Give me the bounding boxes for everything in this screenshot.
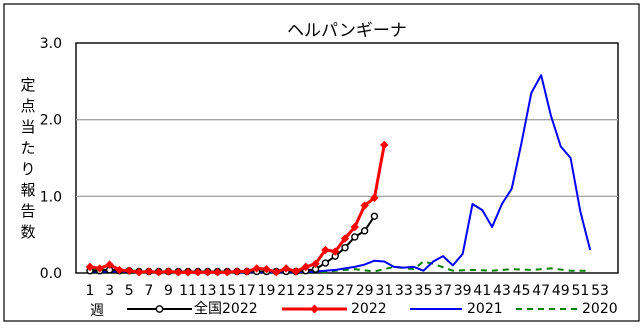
data-point-national-2022 (370, 212, 379, 220)
x-tick-label: 51 (571, 283, 589, 299)
x-tick-label: 13 (199, 283, 217, 299)
data-point-2022 (301, 262, 310, 272)
x-tick-label: 33 (395, 283, 413, 299)
data-point-2022 (242, 267, 252, 276)
x-axis-label: 週 (90, 303, 104, 319)
x-tick-labels: 1 3 5 7 9 11 13 15 17 19 21 23 25 27 29 31 33 35 37 39 41 43 4… (86, 283, 609, 299)
y-axis-label-char: 告 (20, 202, 35, 220)
plot-area (75, 42, 619, 274)
data-point-2022 (193, 268, 203, 277)
legend-marker-0 (155, 305, 164, 313)
series-line-3 (89, 260, 591, 274)
data-point-2022 (115, 265, 124, 275)
data-point-2022 (370, 193, 379, 203)
x-tick-label: 1 (86, 283, 95, 299)
y-tick-label: 0.0 (40, 266, 62, 282)
data-point-2022 (183, 268, 193, 277)
x-tick-label: 25 (316, 283, 334, 299)
legend-label-3: 2020 (582, 301, 618, 317)
x-tick-label: 19 (258, 283, 276, 299)
y-axis-label-char: 報 (20, 181, 35, 199)
x-tick-label: 45 (513, 283, 531, 299)
data-point-2022 (330, 247, 340, 256)
x-tick-label: 39 (454, 283, 472, 299)
data-point-2022 (360, 201, 369, 210)
legend-label-2: 2021 (467, 301, 503, 317)
data-point-2022 (85, 262, 95, 272)
data-point-2022 (144, 267, 154, 276)
series-layer (85, 74, 592, 277)
y-axis-label-char: り (20, 160, 35, 178)
data-point-national-2022 (321, 259, 330, 267)
grid-lines (76, 119, 618, 197)
data-point-2022 (134, 268, 144, 277)
x-tick-label: 43 (493, 283, 511, 299)
data-point-2022 (252, 264, 261, 273)
legend-label-0: 全国2022 (194, 300, 258, 317)
data-point-2022 (281, 264, 291, 273)
data-point-2022 (125, 266, 134, 275)
data-point-2022 (272, 268, 281, 277)
y-tick-label: 3.0 (40, 36, 62, 52)
y-tick-label: 2.0 (40, 113, 62, 129)
x-tick-label: 5 (125, 283, 134, 299)
y-tick-label: 1.0 (40, 189, 62, 205)
x-tick-label: 9 (164, 283, 173, 299)
x-tick-label: 41 (473, 283, 491, 299)
data-point-2022 (95, 264, 105, 273)
x-tick-label: 29 (356, 283, 374, 299)
x-tick-label: 35 (415, 283, 433, 299)
x-tick-label: 53 (591, 283, 609, 299)
data-point-2022 (291, 267, 301, 276)
data-point-national-2022 (351, 233, 359, 241)
data-point-2022 (223, 268, 232, 277)
data-point-2022 (340, 234, 350, 243)
data-point-2022 (213, 268, 222, 277)
data-point-2022 (321, 245, 330, 255)
x-tick-label: 37 (434, 283, 452, 299)
x-tick-label: 31 (375, 283, 393, 299)
data-point-2022 (350, 222, 360, 232)
x-tick-label: 47 (532, 283, 550, 299)
data-point-2022 (311, 259, 320, 268)
data-point-2022 (174, 268, 183, 277)
x-tick-label: 27 (336, 283, 354, 299)
x-tick-label: 49 (552, 283, 570, 299)
legend-label-1: 2022 (351, 301, 387, 317)
legend-marker-1 (310, 304, 319, 314)
data-point-2022 (105, 260, 114, 269)
legend: 全国2022 2022 2021 2020 (127, 300, 618, 317)
data-point-2022 (154, 268, 163, 277)
y-axis-label-char: 当 (20, 118, 35, 136)
x-tick-label: 21 (277, 283, 295, 299)
x-tick-label: 7 (144, 283, 153, 299)
x-tick-label: 17 (238, 283, 256, 299)
y-axis-label-char: た (20, 139, 35, 157)
y-axis-label-char: 点 (20, 97, 35, 115)
x-tick-label: 11 (179, 283, 197, 299)
x-tick-label: 15 (218, 283, 236, 299)
data-point-2022 (203, 268, 212, 277)
x-tick-label: 23 (297, 283, 315, 299)
x-tick-label: 3 (105, 283, 114, 299)
data-point-national-2022 (341, 243, 349, 252)
data-point-2022 (380, 140, 389, 150)
data-point-2022 (232, 267, 242, 276)
data-point-2022 (164, 267, 173, 276)
y-axis-label-char: 定 (20, 76, 35, 94)
y-tick-labels: 0.0 1.0 2.0 3.0 (40, 36, 62, 282)
data-point-national-2022 (360, 227, 369, 235)
data-point-2022 (262, 264, 271, 274)
y-axis-label-char: 数 (20, 223, 35, 241)
chart-title: ヘルパンギーナ (287, 21, 407, 41)
